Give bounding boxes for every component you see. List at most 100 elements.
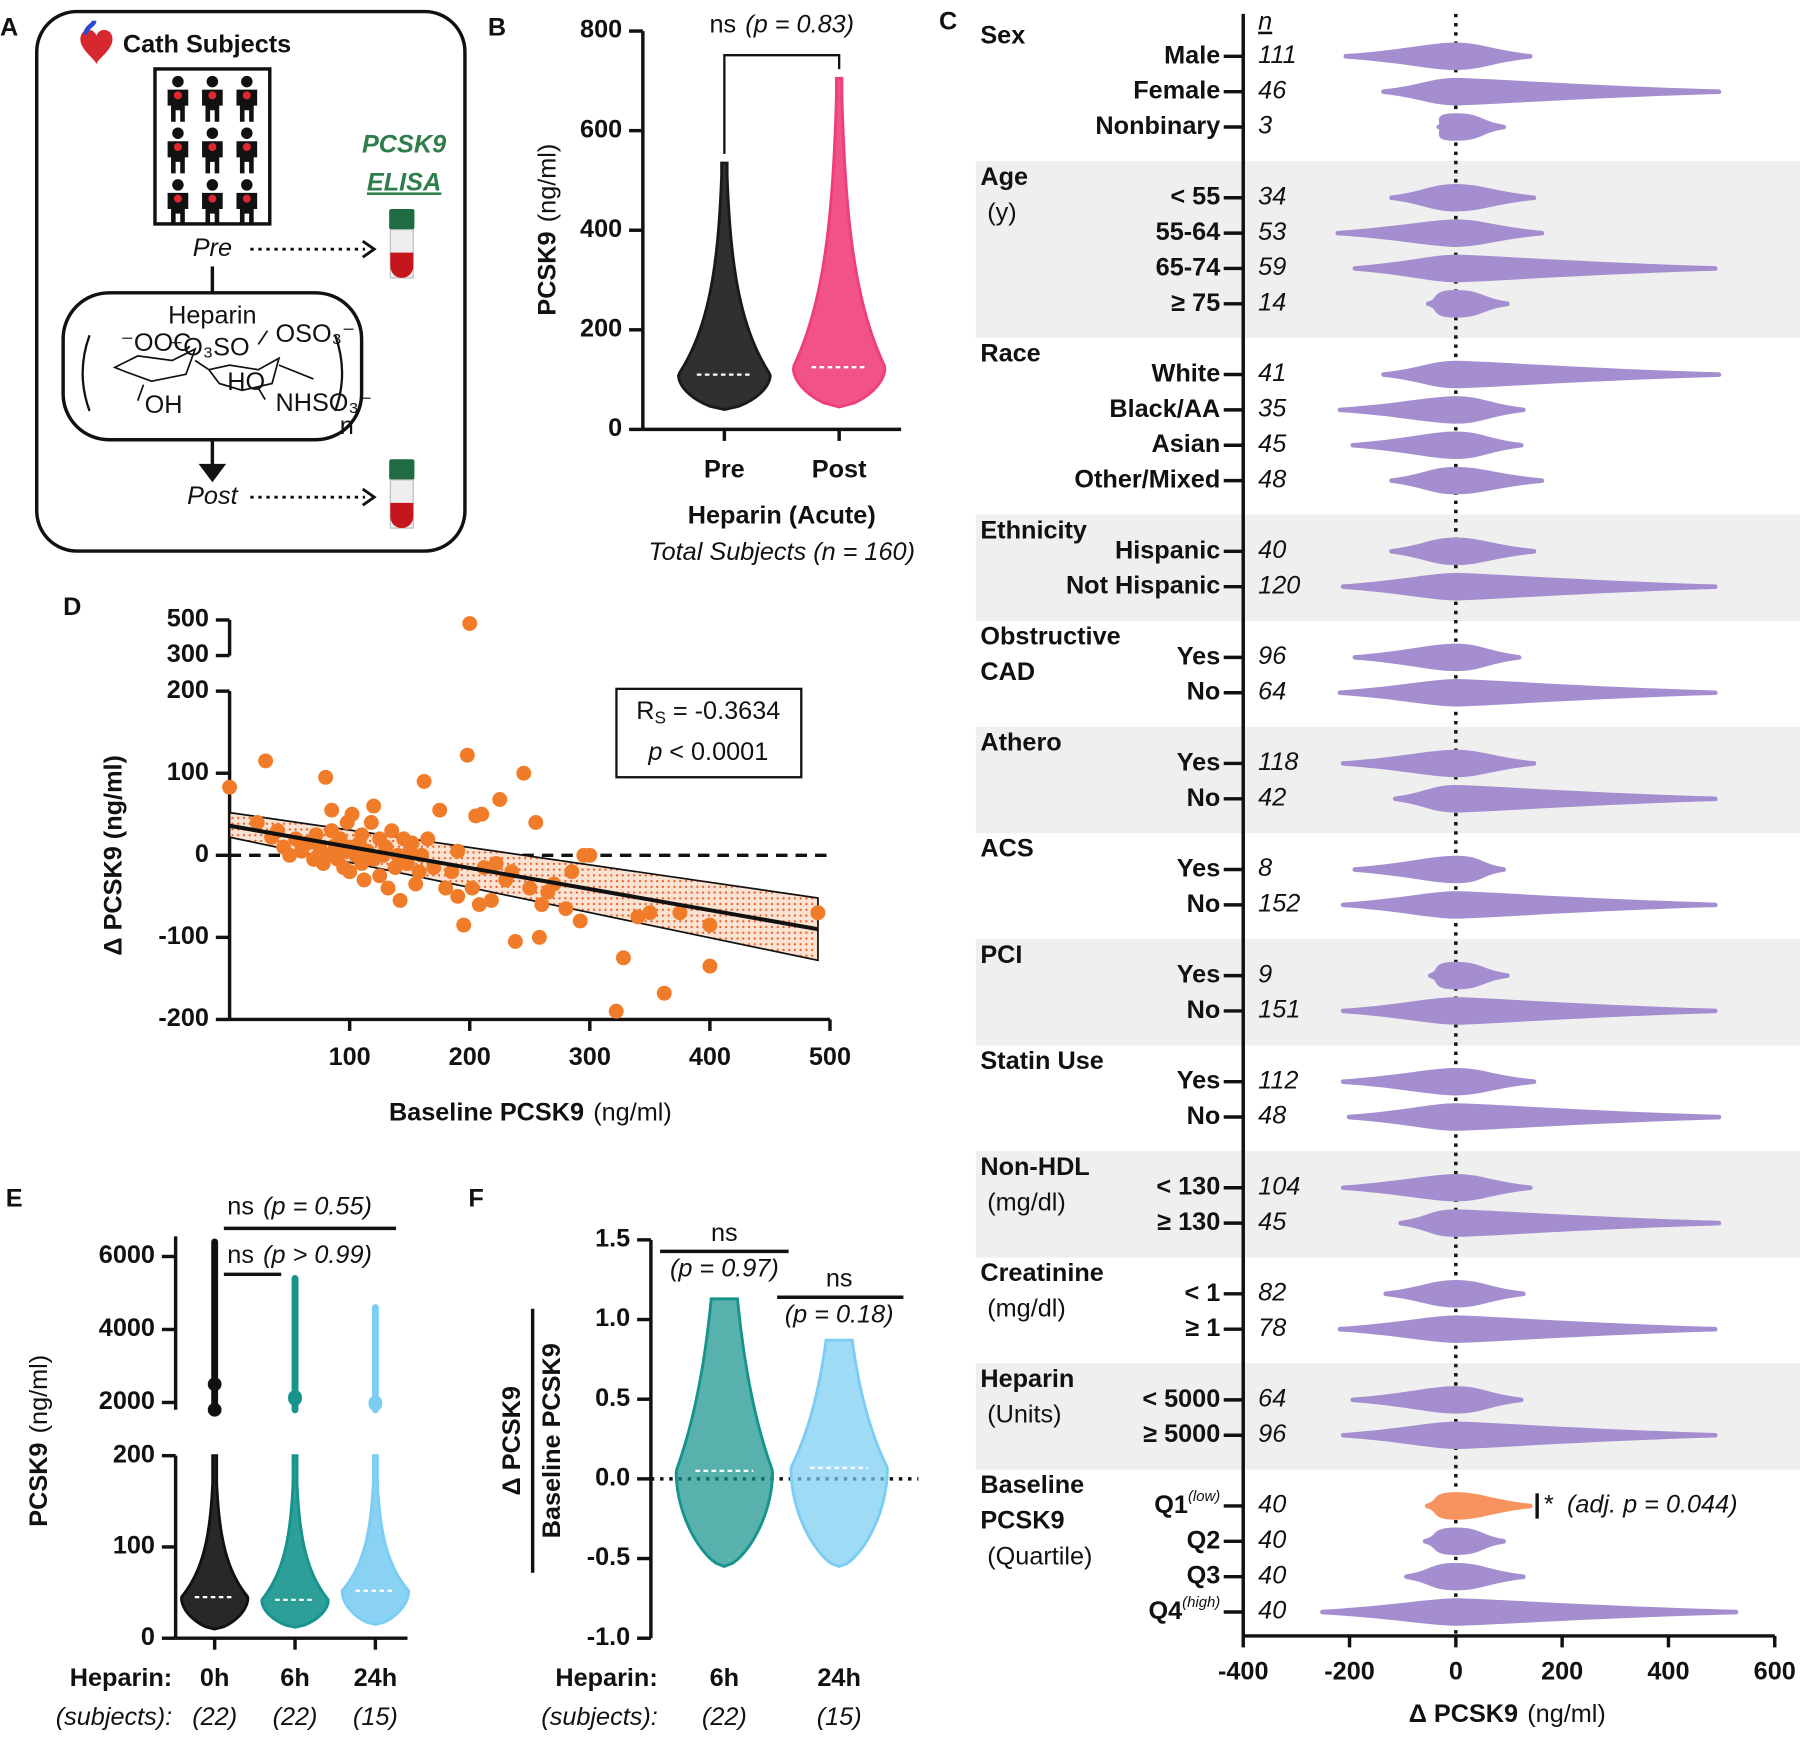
row-label-part: Asian	[1152, 430, 1221, 458]
person-heart	[173, 91, 182, 100]
y-tick-label: 0	[608, 414, 622, 442]
n-value: 40	[1258, 1491, 1286, 1519]
scatter-point	[672, 905, 688, 921]
p-value: (p = 0.18)	[785, 1300, 894, 1328]
row-label: Q1(low)	[1154, 1488, 1220, 1519]
row-label-part: Yes	[1177, 642, 1221, 670]
n-value: 34	[1258, 182, 1286, 210]
person-head	[241, 127, 253, 139]
person-heart	[173, 142, 182, 152]
count-label: (22)	[273, 1703, 318, 1731]
group-band	[975, 726, 1800, 834]
y-tick-label: 500	[167, 605, 209, 633]
row-label: Female	[1133, 76, 1220, 104]
range-violin	[1340, 1421, 1718, 1450]
row-label-part: ≥ 130	[1157, 1208, 1220, 1236]
group-band	[975, 1363, 1800, 1470]
group-band	[975, 1151, 1800, 1258]
x-prefix: Heparin:	[70, 1664, 172, 1692]
group-subtitle: (Units)	[987, 1401, 1061, 1429]
n-value: 8	[1258, 854, 1272, 882]
range-violin	[1340, 1067, 1537, 1096]
scatter-point	[702, 958, 718, 974]
scatter-point	[416, 773, 432, 789]
group-title: ACS	[980, 835, 1033, 863]
row-label: Q3	[1187, 1561, 1221, 1589]
person-head	[241, 179, 253, 191]
x-tick-label: -400	[1218, 1657, 1269, 1685]
y-tick-label: 200	[580, 314, 622, 342]
n-value: 82	[1258, 1278, 1286, 1306]
scatter-point	[404, 835, 420, 851]
scatter-point	[810, 905, 826, 921]
row-label: Yes	[1177, 1066, 1221, 1094]
scatter-point	[324, 802, 340, 818]
x-tick-label: 24h	[817, 1664, 861, 1692]
range-violin	[1350, 431, 1524, 460]
post-label: Post	[187, 482, 239, 510]
violin	[791, 76, 887, 409]
row-label: ≥ 75	[1171, 288, 1220, 316]
range-violin	[1428, 961, 1510, 990]
y-tick-label: 800	[580, 16, 622, 44]
person-heart	[242, 194, 251, 203]
stat-p-part: p	[647, 738, 662, 766]
count-prefix: (subjects):	[56, 1703, 172, 1731]
group-title: Statin Use	[980, 1047, 1103, 1075]
person-heart	[173, 194, 182, 203]
x-tick-label: 400	[689, 1043, 731, 1071]
y-axis-title-part: (ng/ml)	[533, 144, 561, 223]
row-label: < 1	[1184, 1278, 1220, 1306]
x-tick-label: 24h	[354, 1664, 398, 1692]
scatter-point	[531, 929, 547, 945]
y-axis-title: Δ PCSK9	[498, 1386, 526, 1495]
structure-label: OSO₃⁻	[276, 320, 356, 348]
group-title: CAD	[980, 658, 1035, 686]
person-body	[167, 141, 189, 174]
row-label: Other/Mixed	[1074, 465, 1220, 493]
range-violin	[1389, 183, 1537, 212]
y-tick-label: 200	[167, 676, 209, 704]
range-violin	[1425, 290, 1510, 318]
row-label: No	[1187, 783, 1221, 811]
structure-label: ⁻O₃SO	[170, 334, 250, 362]
assay-label: PCSK9	[362, 131, 446, 159]
n-value: 118	[1258, 748, 1298, 776]
significance-part: ns	[227, 1241, 254, 1269]
row-label-part: Yes	[1177, 748, 1221, 776]
significance: ns	[711, 1219, 738, 1247]
range-violin	[1337, 1315, 1718, 1343]
tube-cap	[389, 459, 415, 480]
scatter-point	[249, 815, 265, 830]
row-label: Black/AA	[1109, 395, 1220, 423]
y-tick-label: 0.5	[595, 1384, 630, 1412]
scatter-point	[258, 753, 274, 769]
panel-label: D	[63, 593, 81, 621]
violin	[260, 1454, 330, 1629]
range-violin	[1389, 537, 1537, 566]
scatter-point	[432, 802, 448, 818]
group-title: Heparin	[980, 1365, 1074, 1393]
structure-ring	[112, 330, 314, 401]
x-tick-label: 0h	[200, 1664, 229, 1692]
scatter-point	[492, 792, 508, 807]
n-value: 3	[1258, 112, 1272, 140]
row-label: No	[1187, 890, 1221, 918]
group-title: Baseline	[980, 1471, 1084, 1499]
person-body	[202, 141, 223, 174]
x-axis-title-part: Δ PCSK9	[1409, 1700, 1518, 1728]
panel-label: F	[468, 1184, 483, 1212]
structure-label: OH	[145, 391, 183, 419]
tube-blood	[390, 502, 414, 529]
scatter-point	[342, 864, 358, 880]
person-head	[241, 75, 253, 88]
y-tick-label: 1.5	[595, 1225, 630, 1253]
y-tick-label: 2000	[99, 1387, 155, 1415]
n-value: 42	[1258, 783, 1286, 811]
n-value: 48	[1258, 1102, 1286, 1130]
x-axis-title: Baseline PCSK9 (ng/ml)	[389, 1098, 672, 1126]
subtitle: Total Subjects (n = 160)	[649, 538, 915, 566]
scatter-point	[444, 864, 460, 880]
range-violin	[1340, 997, 1718, 1025]
